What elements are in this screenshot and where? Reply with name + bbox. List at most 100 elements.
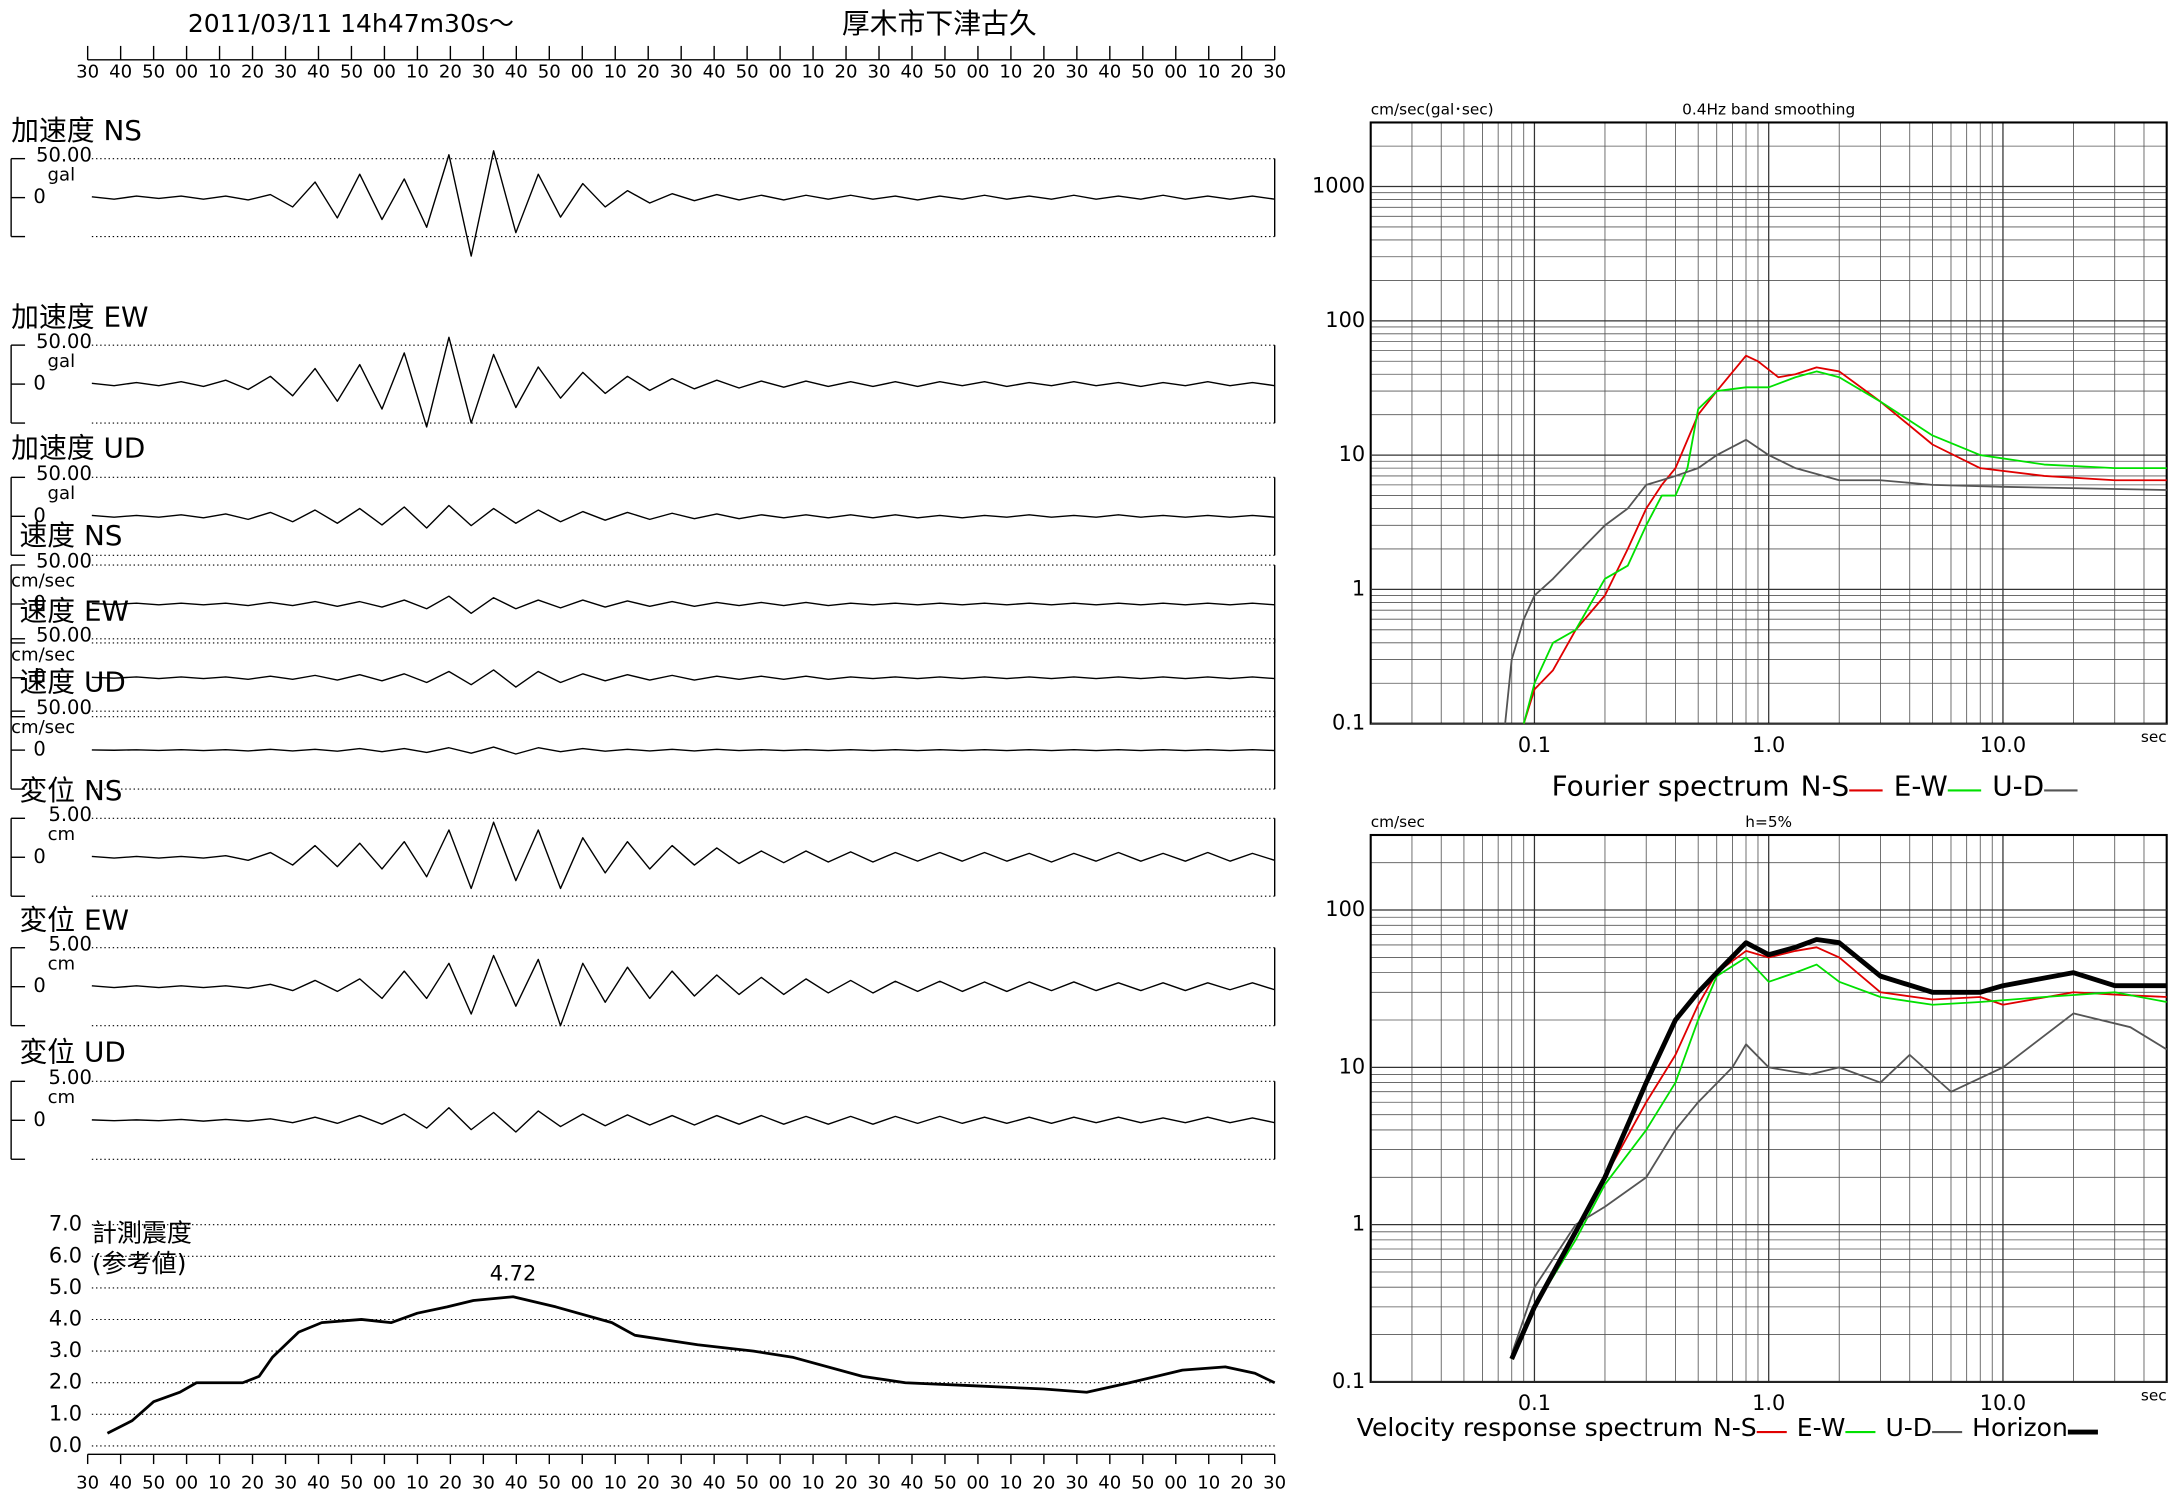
trace-title: 変位 NS <box>19 774 122 807</box>
trace-unit: cm <box>48 1087 76 1108</box>
y-tick-label: 1.0 <box>49 1401 82 1425</box>
time-tick-label: 00 <box>769 1473 792 1494</box>
time-tick-label: 30 <box>274 61 297 82</box>
series-line <box>1510 1012 2168 1355</box>
time-tick-label: 40 <box>109 61 132 82</box>
waveform-trace <box>91 1107 1275 1133</box>
waveform-trace <box>91 504 1275 529</box>
trace-unit: cm/sec <box>11 717 75 738</box>
time-tick-label: 10 <box>999 1473 1022 1494</box>
time-tick-label: 10 <box>1197 1473 1220 1494</box>
time-tick-label: 30 <box>472 61 495 82</box>
time-tick-label: 30 <box>868 61 891 82</box>
y-tick-label: 0 <box>33 1108 45 1131</box>
trace-title: 速度 UD <box>19 665 125 698</box>
time-tick-label: 10 <box>208 61 231 82</box>
y-tick-label: 0 <box>33 665 45 688</box>
waveform-trace <box>91 669 1275 688</box>
y-tick-label: 10 <box>1339 442 1366 466</box>
y-tick-label: 1000 <box>1312 174 1365 198</box>
time-tick-label: 20 <box>637 1473 660 1494</box>
y-tick-label: 50.00 <box>36 696 92 719</box>
x-tick-label: 0.1 <box>1518 1391 1551 1415</box>
legend-title: Velocity response spectrum <box>1357 1413 1703 1442</box>
time-tick-label: 40 <box>900 61 923 82</box>
y-tick-label: 4.0 <box>49 1306 82 1330</box>
time-tick-label: 20 <box>241 1473 264 1494</box>
time-tick-label: 50 <box>142 1473 165 1494</box>
time-tick-label: 00 <box>769 61 792 82</box>
time-tick-label: 00 <box>175 61 198 82</box>
time-tick-label: 00 <box>571 1473 594 1494</box>
legend-label: E-W <box>1797 1413 1846 1442</box>
legend-label: Horizon <box>1972 1413 2068 1442</box>
y-tick-label: 0.1 <box>1332 1369 1365 1393</box>
time-tick-label: 10 <box>604 61 627 82</box>
trace-title: 変位 UD <box>19 1035 125 1068</box>
time-tick-label: 00 <box>571 61 594 82</box>
x-tick-label: 1.0 <box>1752 1391 1785 1415</box>
series-line <box>1510 956 2167 1360</box>
trace-title: 速度 NS <box>19 519 122 552</box>
series-line <box>1504 438 2167 724</box>
time-tick-label: 00 <box>966 61 989 82</box>
time-tick-label: 50 <box>538 61 561 82</box>
time-tick-label: 20 <box>1032 1473 1055 1494</box>
waveform-trace <box>91 821 1275 890</box>
chart-subtitle: (参考値) <box>92 1249 187 1278</box>
y-tick-label: 0 <box>33 845 45 868</box>
y-tick-label: 5.00 <box>48 1066 91 1089</box>
legend-title: Fourier spectrum <box>1552 770 1790 803</box>
trace-unit: cm <box>48 824 76 845</box>
time-tick-label: 50 <box>736 1473 759 1494</box>
x-tick-label: 0.1 <box>1518 733 1551 757</box>
time-tick-label: 00 <box>1164 1473 1187 1494</box>
time-tick-label: 40 <box>1098 61 1121 82</box>
trace-unit: cm/sec <box>11 571 75 592</box>
waveform-trace <box>91 954 1275 1027</box>
time-tick-label: 30 <box>868 1473 891 1494</box>
time-tick-label: 20 <box>241 61 264 82</box>
y-tick-label: 0 <box>33 185 45 208</box>
time-tick-label: 40 <box>109 1473 132 1494</box>
y-tick-label: 6.0 <box>49 1243 82 1267</box>
time-tick-label: 40 <box>505 1473 528 1494</box>
series-line <box>1522 354 2167 724</box>
time-tick-label: 50 <box>538 1473 561 1494</box>
time-tick-label: 30 <box>1065 61 1088 82</box>
chart-title: 0.4Hz band smoothing <box>1682 100 1855 118</box>
record-datetime: 2011/03/11 14h47m30s〜 <box>188 9 514 38</box>
station-location: 厚木市下津古久 <box>842 7 1037 40</box>
x-tick-label: 10.0 <box>1980 1391 2026 1415</box>
y-axis-unit: cm/sec(gal･sec) <box>1371 100 1494 118</box>
y-tick-label: 50.00 <box>36 330 92 353</box>
time-tick-label: 10 <box>406 1473 429 1494</box>
waveform-trace <box>91 746 1275 755</box>
y-tick-label: 10 <box>1339 1054 1366 1078</box>
y-tick-label: 5.0 <box>49 1275 82 1299</box>
y-tick-label: 0.0 <box>49 1433 82 1457</box>
y-tick-label: 50.00 <box>36 623 92 646</box>
y-tick-label: 100 <box>1325 897 1365 921</box>
trace-unit: cm/sec <box>11 644 75 665</box>
legend-label: N-S <box>1713 1413 1757 1442</box>
y-tick-label: 0 <box>33 372 45 395</box>
y-tick-label: 50.00 <box>36 462 92 485</box>
y-tick-label: 50.00 <box>36 550 92 573</box>
time-tick-label: 50 <box>933 61 956 82</box>
trace-title: 加速度 UD <box>11 432 145 465</box>
series-line <box>106 1295 1276 1435</box>
time-tick-label: 00 <box>966 1473 989 1494</box>
time-tick-label: 40 <box>1098 1473 1121 1494</box>
time-tick-label: 30 <box>670 61 693 82</box>
time-tick-label: 50 <box>340 1473 363 1494</box>
y-axis-unit: cm/sec <box>1371 813 1425 831</box>
time-tick-label: 10 <box>406 61 429 82</box>
y-tick-label: 7.0 <box>49 1212 82 1236</box>
y-tick-label: 3.0 <box>49 1338 82 1362</box>
time-tick-label: 50 <box>142 61 165 82</box>
trace-unit: gal <box>48 351 76 372</box>
x-tick-label: 1.0 <box>1752 733 1785 757</box>
time-tick-label: 50 <box>1131 1473 1154 1494</box>
